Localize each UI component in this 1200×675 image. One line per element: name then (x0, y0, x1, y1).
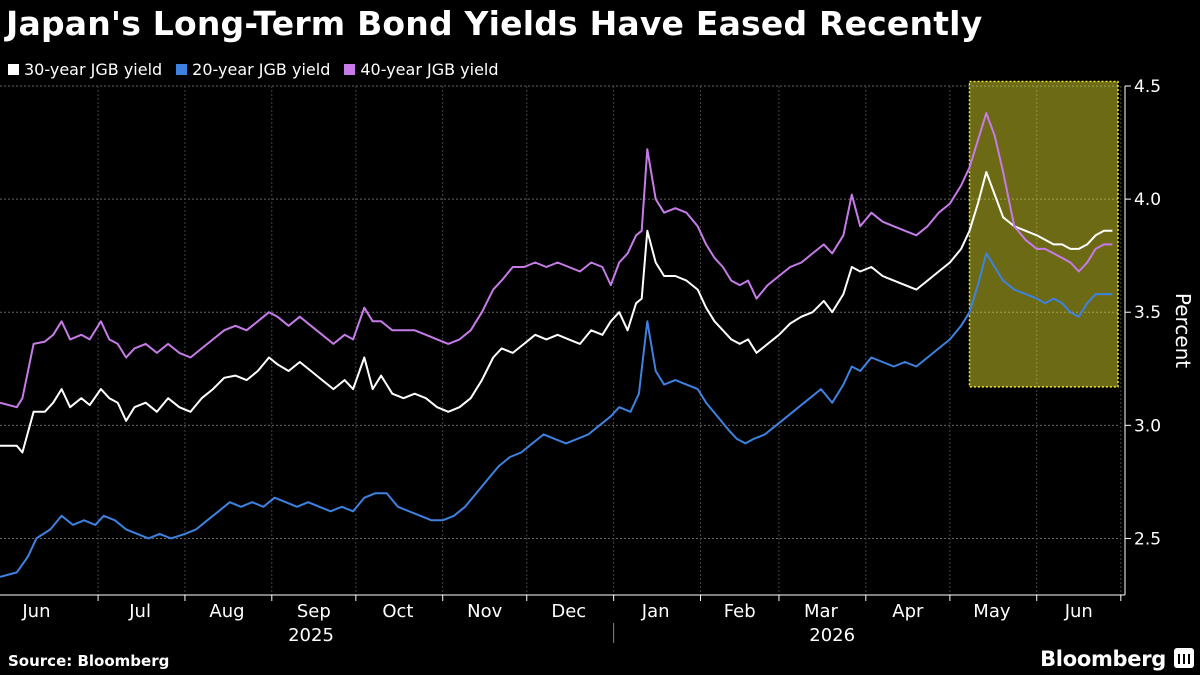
legend-label: 40-year JGB yield (360, 60, 499, 79)
x-tick-label: Nov (467, 601, 502, 622)
legend-swatch (176, 64, 188, 75)
x-tick-label: May (973, 601, 1011, 622)
legend-swatch (344, 64, 356, 75)
y-tick-label: 3.0 (1134, 416, 1161, 436)
legend-label: 20-year JGB yield (192, 60, 331, 79)
chart-title: Japan's Long-Term Bond Yields Have Eased… (6, 4, 983, 43)
legend-label: 30-year JGB yield (24, 60, 163, 79)
y-axis-title: Percent (1171, 293, 1195, 368)
y-tick-label: 2.5 (1134, 529, 1161, 549)
legend-item-2: 20-year JGB yield (176, 60, 330, 79)
legend-swatch (8, 64, 19, 75)
year-label: 2025 (288, 625, 334, 646)
x-tick-label: Sep (297, 601, 331, 622)
x-tick-label: Oct (382, 601, 413, 622)
legend-item-3: 40-year JGB yield (344, 60, 499, 79)
y-tick-label: 4.0 (1134, 190, 1161, 210)
x-tick-label: Jun (1064, 601, 1093, 622)
x-tick-label: Apr (892, 601, 924, 622)
x-tick-label: Jul (128, 601, 151, 622)
bloomberg-chart-icon (1174, 648, 1194, 668)
x-tick-label: Jan (641, 601, 670, 622)
legend: 30-year JGB yield 20-year JGB yield 40-yea… (8, 60, 499, 79)
source-label: Source: Bloomberg (8, 652, 170, 670)
series-line-1 (0, 171, 1113, 454)
y-tick-label: 3.5 (1134, 303, 1161, 323)
x-tick-label: Jun (21, 601, 50, 622)
bloomberg-logo: Bloomberg (1040, 647, 1166, 671)
year-label: 2026 (809, 625, 855, 646)
y-tick-label: 4.5 (1134, 77, 1161, 97)
series-line-3 (0, 112, 1113, 409)
x-tick-label: Aug (209, 601, 244, 622)
x-tick-label: Mar (804, 601, 839, 622)
x-tick-label: Dec (551, 601, 586, 622)
legend-item-1: 30-year JGB yield (8, 60, 162, 79)
x-tick-label: Feb (724, 601, 756, 622)
series-line-2 (0, 252, 1113, 578)
